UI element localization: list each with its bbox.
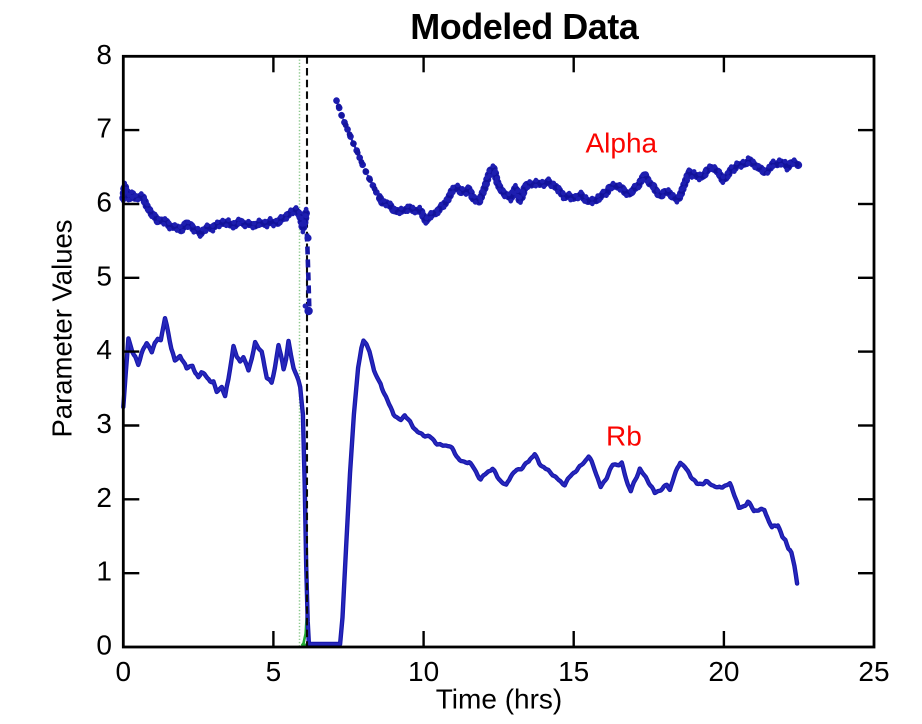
- svg-text:8: 8: [96, 39, 112, 70]
- svg-text:25: 25: [858, 656, 889, 687]
- svg-text:Rb: Rb: [606, 421, 642, 452]
- svg-text:1: 1: [96, 556, 112, 587]
- svg-text:0: 0: [116, 656, 132, 687]
- svg-text:10: 10: [408, 656, 439, 687]
- svg-text:4: 4: [96, 334, 112, 365]
- svg-text:Time (hrs): Time (hrs): [436, 683, 563, 714]
- svg-text:5: 5: [266, 656, 282, 687]
- svg-text:0: 0: [96, 630, 112, 661]
- svg-text:3: 3: [96, 408, 112, 439]
- svg-text:Modeled Data: Modeled Data: [410, 6, 640, 47]
- svg-text:20: 20: [708, 656, 739, 687]
- svg-text:7: 7: [96, 113, 112, 144]
- svg-text:Alpha: Alpha: [586, 128, 658, 159]
- svg-text:5: 5: [96, 260, 112, 291]
- svg-text:6: 6: [96, 187, 112, 218]
- svg-text:2: 2: [96, 482, 112, 513]
- svg-text:15: 15: [558, 656, 589, 687]
- svg-text:Parameter Values: Parameter Values: [47, 219, 78, 437]
